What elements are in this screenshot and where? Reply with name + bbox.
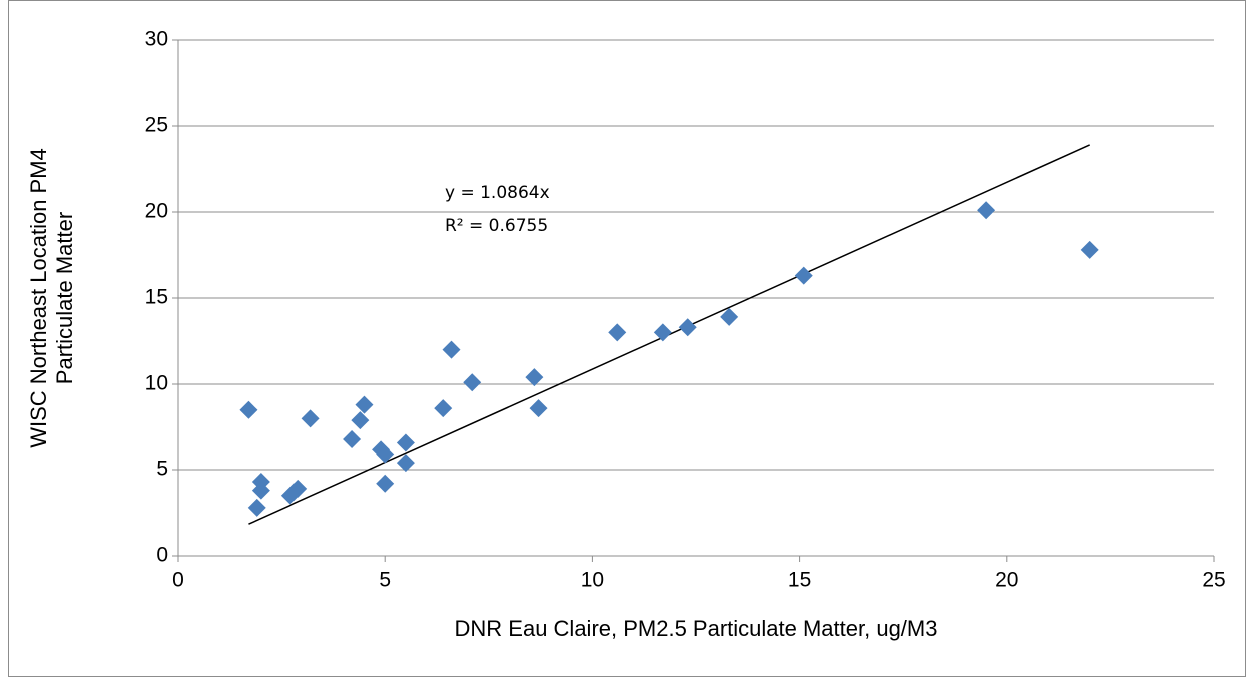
data-point xyxy=(247,498,266,517)
data-point xyxy=(376,474,395,493)
data-point xyxy=(396,433,415,452)
data-point xyxy=(720,307,739,326)
data-point xyxy=(977,201,996,220)
data-point xyxy=(794,266,813,285)
y-tick-label: 30 xyxy=(145,28,168,51)
data-point xyxy=(301,409,320,428)
data-point xyxy=(678,318,697,337)
x-axis-title: DNR Eau Claire, PM2.5 Particulate Matter… xyxy=(455,616,938,641)
y-tick-label: 15 xyxy=(145,286,168,309)
y-tick-label: 10 xyxy=(145,372,168,395)
data-point xyxy=(355,395,374,414)
data-point xyxy=(396,454,415,473)
data-point xyxy=(343,430,362,449)
data-point xyxy=(289,479,308,498)
y-axis-title: Particulate Matter xyxy=(52,212,77,384)
chart-border xyxy=(8,0,1246,677)
data-point xyxy=(442,340,461,359)
x-tick-label: 25 xyxy=(1202,569,1225,592)
data-point xyxy=(376,445,395,464)
data-point xyxy=(463,373,482,392)
data-point xyxy=(525,368,544,387)
data-point xyxy=(608,323,627,342)
data-point xyxy=(434,399,453,418)
trendline-r2: R² = 0.6755 xyxy=(445,216,548,236)
data-point xyxy=(239,400,258,419)
x-tick-label: 0 xyxy=(172,569,184,592)
x-tick-label: 20 xyxy=(995,569,1018,592)
data-point xyxy=(351,411,370,430)
data-point xyxy=(653,323,672,342)
trendline-equation: y = 1.0864x xyxy=(445,183,550,203)
x-tick-label: 5 xyxy=(379,569,391,592)
data-point xyxy=(1080,240,1099,259)
x-tick-label: 10 xyxy=(581,569,604,592)
y-tick-label: 5 xyxy=(156,458,168,481)
y-tick-label: 20 xyxy=(145,200,168,223)
data-point xyxy=(251,481,270,500)
x-tick-label: 15 xyxy=(788,569,811,592)
y-tick-label: 25 xyxy=(145,114,168,137)
y-tick-label: 0 xyxy=(156,544,168,567)
data-point xyxy=(529,399,548,418)
y-axis-title: WISC Northeast Location PM4 xyxy=(26,148,51,448)
